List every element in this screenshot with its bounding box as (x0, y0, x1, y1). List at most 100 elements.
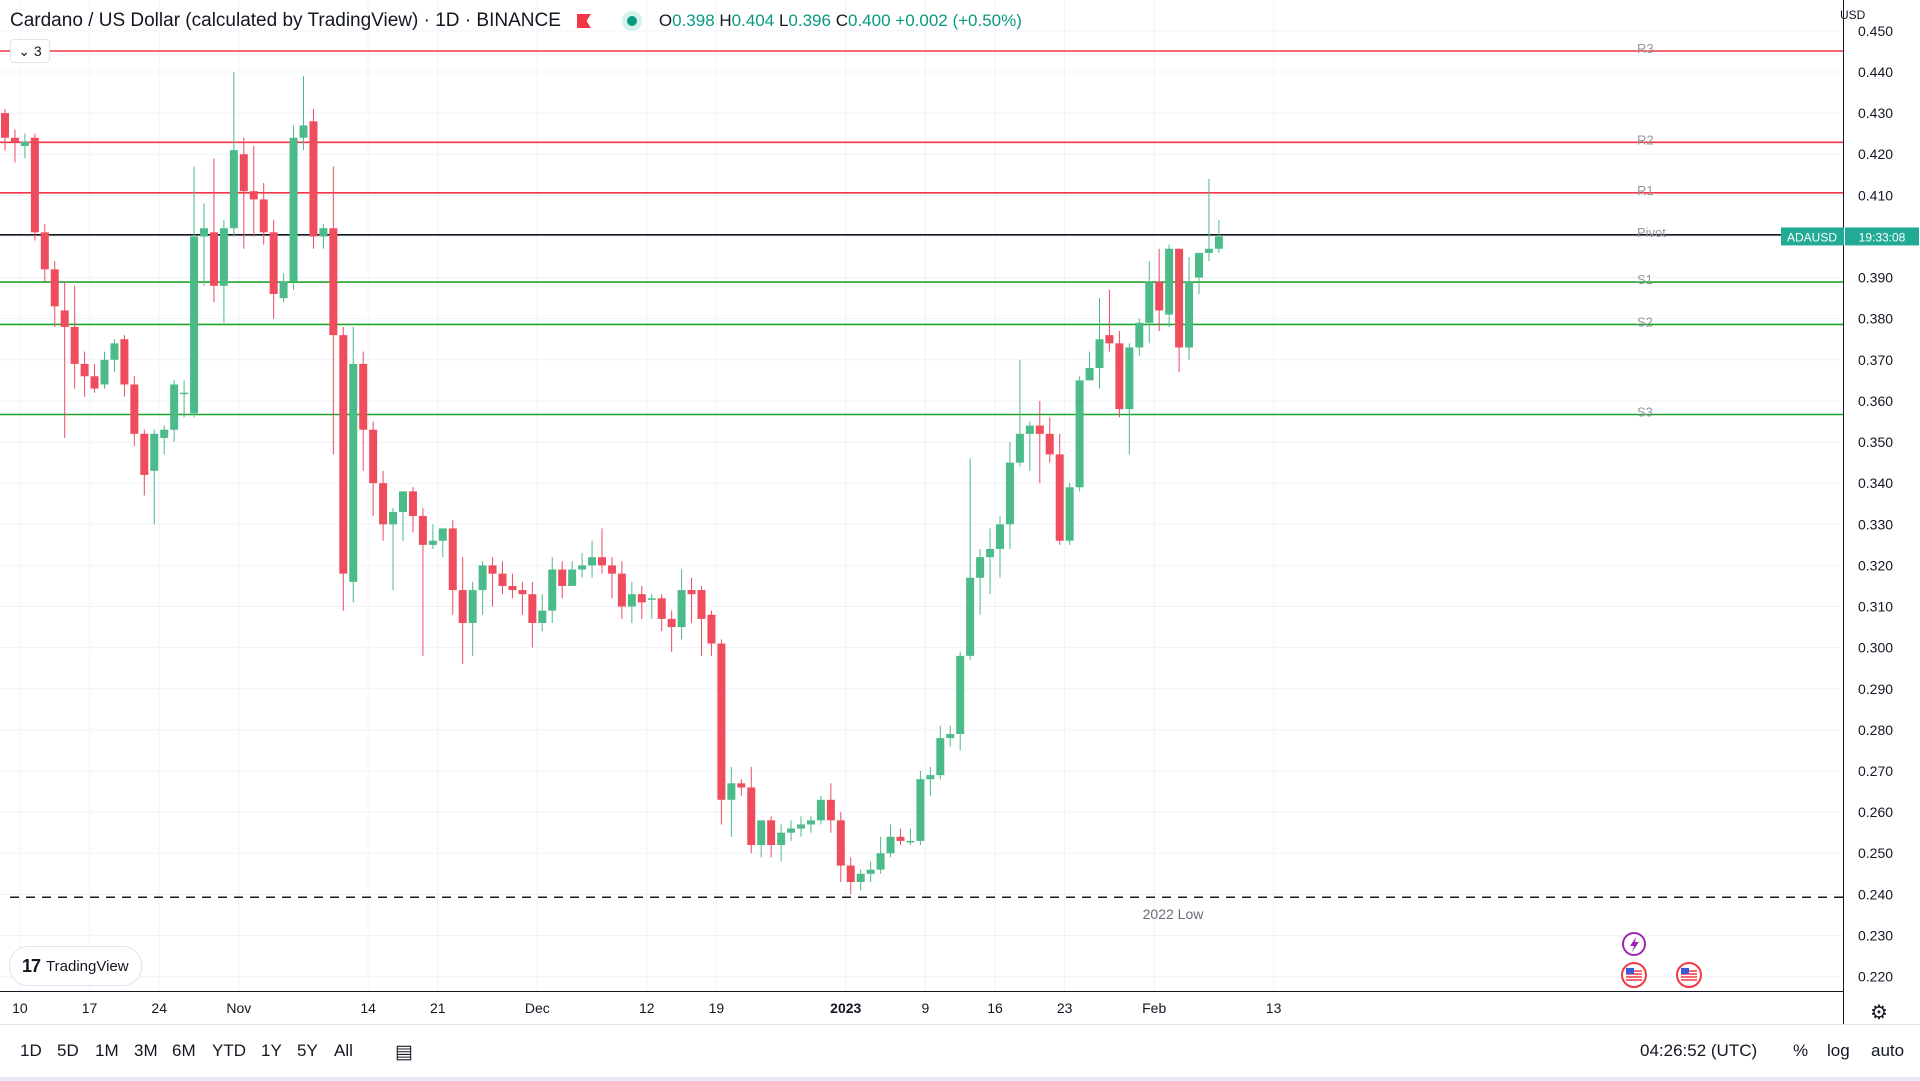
candle-up (1135, 322, 1144, 348)
candle-up (727, 783, 736, 800)
candle-up (886, 836, 895, 854)
candle-up (399, 491, 407, 512)
candle-up (478, 565, 487, 591)
bottom-strip (0, 1077, 1920, 1081)
candle-down (488, 565, 497, 574)
candle-up (1145, 281, 1154, 323)
time-tick-label: 21 (430, 1000, 446, 1016)
candle-up (1065, 487, 1074, 541)
candle-up (926, 775, 935, 780)
candle-up (548, 569, 557, 611)
candle-up (1025, 425, 1034, 434)
candle-up (966, 577, 975, 656)
candle-down (80, 363, 89, 377)
candle-down (40, 232, 49, 270)
candle-up (1125, 347, 1134, 410)
indicators-collapse-button[interactable]: ⌄ 3 (10, 39, 50, 63)
candle-up (428, 540, 437, 545)
candle-up (976, 557, 985, 578)
level-label-r2: R2 (1637, 132, 1654, 147)
candle-down (1175, 248, 1184, 348)
tradingview-logo[interactable]: 17 TradingView (9, 946, 142, 986)
level-label-s3: S3 (1637, 404, 1653, 419)
candle-up (1165, 248, 1174, 315)
candle-down (329, 228, 338, 336)
candle-down (558, 569, 567, 586)
candle-down (130, 384, 139, 434)
candle-up (190, 236, 199, 414)
candle-down (1035, 425, 1044, 434)
candle-up (757, 820, 766, 846)
pivot-levels: R3 R2 R1 Pivot S1 S2 S3 (0, 41, 1843, 419)
candle-down (339, 335, 348, 574)
timeframe-1m-button[interactable]: 1M (95, 1041, 119, 1060)
chart-grid (0, 0, 1844, 1024)
timeframe-5y-button[interactable]: 5Y (297, 1041, 318, 1060)
candle-down (826, 799, 835, 821)
percent-scale-toggle[interactable]: % (1793, 1041, 1809, 1060)
candle-down (767, 820, 776, 846)
auto-scale-toggle[interactable]: auto (1871, 1041, 1905, 1060)
gear-icon[interactable]: ⚙ (1870, 1002, 1888, 1024)
price-tick-label: 0.280 (1858, 722, 1893, 738)
price-tick-label: 0.450 (1858, 23, 1893, 39)
candle-down (846, 865, 855, 883)
time-tick-label: Dec (525, 1000, 550, 1016)
candle-down (359, 363, 368, 430)
candle-down (1105, 335, 1114, 344)
flag-icon[interactable] (576, 14, 591, 28)
timeframe-5d-button[interactable]: 5D (57, 1041, 79, 1060)
timeframe-3m-button[interactable]: 3M (134, 1041, 158, 1060)
candle-up (100, 359, 109, 385)
price-tick-label: 0.350 (1858, 434, 1893, 450)
currency-label[interactable]: USD (1840, 8, 1866, 22)
price-axis[interactable]: 0.4500.4400.4300.4200.4100.4000.3900.380… (1781, 23, 1919, 985)
timeframe-all-button[interactable]: All (334, 1041, 353, 1060)
candle-up (806, 820, 815, 825)
candle-down (667, 618, 676, 628)
us-flag-event-icon (1621, 962, 1647, 988)
chart-canvas[interactable]: R3 R2 R1 Pivot S1 S2 S3 2022 Low 0.450 0.440 0.4… (0, 0, 1920, 1024)
price-tick-label: 0.420 (1858, 146, 1893, 162)
candle-up (588, 557, 597, 566)
price-tick-label: 0.430 (1858, 105, 1893, 121)
timeframe-1d-button[interactable]: 1D (20, 1041, 42, 1060)
timeframe-ytd-button[interactable]: YTD (212, 1041, 246, 1060)
time-tick-label: Nov (226, 1000, 251, 1016)
candle-up (180, 392, 189, 395)
candle-down (209, 232, 218, 286)
price-tick-label: 0.220 (1858, 969, 1893, 985)
candle-down (60, 310, 69, 327)
candle-up (647, 598, 656, 600)
candle-down (50, 269, 59, 307)
log-scale-toggle[interactable]: log (1827, 1041, 1850, 1060)
low-2022-label: 2022 Low (1143, 906, 1205, 922)
candle-up (1214, 236, 1223, 249)
symbol-title[interactable]: Cardano / US Dollar (calculated by Tradi… (10, 10, 561, 31)
price-tick-label: 0.310 (1858, 599, 1893, 615)
candle-down (717, 643, 726, 800)
candle-down (70, 326, 79, 364)
timeframe-1y-button[interactable]: 1Y (261, 1041, 282, 1060)
candle-down (707, 614, 716, 644)
us-flag-event-icon (1676, 962, 1702, 988)
calendar-range-icon[interactable]: ▤ (395, 1042, 413, 1063)
candle-up (150, 433, 159, 471)
utc-clock[interactable]: 04:26:52 (UTC) (1640, 1041, 1758, 1060)
time-axis[interactable]: 10 17 24 Nov 14 21 Dec 12 19 2023 9 16 23 Feb 13 (12, 1000, 1281, 1016)
candle-down (309, 121, 318, 237)
candle-up (438, 528, 447, 541)
time-tick-label: 12 (639, 1000, 655, 1016)
candle-up (1005, 462, 1014, 525)
candle-up (986, 548, 995, 558)
timeframe-6m-button[interactable]: 6M (172, 1041, 196, 1060)
candle-up (568, 569, 577, 586)
time-tick-label: 16 (987, 1000, 1003, 1016)
candle-down (836, 820, 845, 866)
open-label: O (658, 11, 673, 30)
price-tick-label: 0.250 (1858, 845, 1893, 861)
candle-up (777, 832, 786, 846)
live-dot-icon (626, 16, 637, 26)
time-tick-label: 19 (709, 1000, 725, 1016)
candle-up (956, 655, 965, 734)
